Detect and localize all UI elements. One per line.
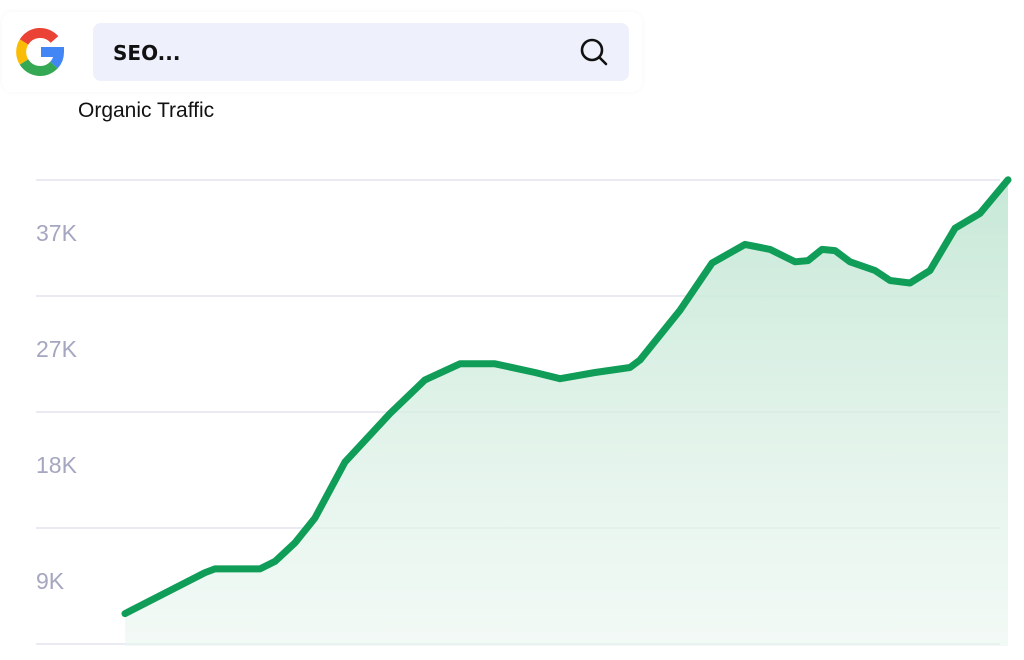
search-icon[interactable] — [579, 37, 609, 67]
google-logo-icon — [16, 28, 64, 76]
search-bar[interactable]: SEO... — [93, 23, 629, 81]
chart-title: Organic Traffic — [78, 99, 215, 122]
area-fill — [125, 179, 1008, 647]
y-tick-label: 37K — [36, 220, 78, 246]
y-tick-label: 18K — [36, 452, 78, 478]
search-input[interactable]: SEO... — [113, 41, 181, 65]
y-tick-label: 9K — [36, 568, 65, 594]
y-tick-label: 27K — [36, 336, 78, 362]
